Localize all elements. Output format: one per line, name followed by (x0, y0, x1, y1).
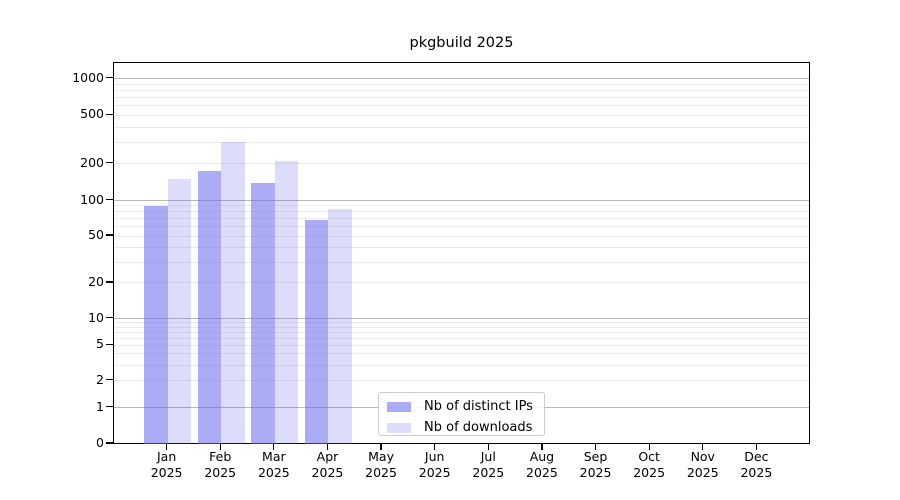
gridline (114, 141, 809, 143)
x-tick-label-dec: Dec 2025 (740, 449, 773, 480)
y-tick-mark (106, 234, 113, 236)
y-tick-label: 0 (96, 434, 104, 450)
gridline (114, 246, 809, 248)
bar-distinct-ips-jan (144, 205, 168, 444)
gridline (114, 326, 809, 328)
gridline (114, 364, 809, 366)
bar-distinct-ips-apr (304, 220, 329, 444)
x-tick-label-mar: Mar 2025 (257, 449, 290, 480)
legend-swatch-downloads (387, 422, 411, 433)
gridline (114, 380, 809, 382)
gridline (114, 261, 809, 263)
x-tick-label-oct: Oct 2025 (633, 449, 666, 480)
x-tick-label-jun: Jun 2025 (418, 449, 451, 480)
y-tick-label: 10 (88, 309, 104, 325)
y-tick-label: 5 (96, 336, 104, 352)
gridline (114, 89, 809, 91)
x-tick-label-jul: Jul 2025 (472, 449, 505, 480)
y-tick-mark (106, 343, 113, 345)
y-tick-label: 500 (80, 105, 104, 121)
gridline (114, 83, 809, 85)
x-tick-label-nov: Nov 2025 (686, 449, 719, 480)
y-tick-label: 20 (88, 273, 104, 289)
legend-item-distinct-ips: Nb of distinct IPs (387, 398, 544, 415)
gridline (114, 126, 809, 128)
gridline (114, 211, 809, 213)
y-tick-mark (106, 442, 113, 444)
x-tick-mark (648, 444, 650, 450)
y-tick-mark (106, 76, 113, 79)
gridline (114, 337, 809, 339)
legend-item-downloads: Nb of downloads (387, 419, 544, 436)
x-tick-mark (541, 444, 543, 450)
gridline (114, 344, 809, 346)
gridline (114, 205, 809, 207)
x-tick-mark (166, 444, 168, 450)
gridline (114, 318, 809, 319)
gridline (114, 226, 809, 228)
gridline (114, 353, 809, 355)
gridline (114, 331, 809, 333)
x-tick-label-sep: Sep 2025 (579, 449, 612, 480)
x-tick-mark (326, 444, 329, 450)
legend-label-downloads: Nb of downloads (424, 420, 533, 435)
gridline (114, 218, 809, 220)
chart-title: pkgbuild 2025 (409, 35, 514, 51)
x-tick-mark (380, 444, 382, 450)
x-tick-mark (594, 444, 597, 450)
gridline (114, 114, 809, 116)
y-tick-label: 1 (96, 398, 104, 414)
bar-downloads-apr (328, 208, 352, 444)
x-tick-label-aug: Aug 2025 (526, 449, 558, 480)
gridline (114, 96, 809, 98)
legend-label-distinct-ips: Nb of distinct IPs (424, 399, 533, 414)
y-tick-label: 200 (80, 154, 104, 170)
bar-distinct-ips-feb (197, 170, 222, 444)
gridline (114, 282, 809, 284)
plot-area (113, 62, 810, 444)
legend: Nb of distinct IPs Nb of downloads (378, 392, 545, 436)
x-tick-mark (273, 444, 275, 450)
y-tick-mark (106, 162, 113, 164)
x-tick-mark (702, 444, 704, 450)
gridline (114, 163, 809, 165)
y-tick-label: 50 (88, 226, 104, 242)
y-tick-mark (106, 379, 113, 381)
x-tick-label-jan: Jan 2025 (150, 449, 183, 480)
x-tick-label-apr: Apr 2025 (311, 449, 344, 480)
bar-downloads-jan (167, 179, 192, 444)
x-tick-label-may: May 2025 (365, 449, 397, 480)
gridline (114, 322, 809, 324)
legend-swatch-distinct-ips (387, 401, 411, 412)
gridline (114, 200, 809, 201)
y-tick-mark (106, 113, 113, 115)
bar-downloads-feb (221, 142, 245, 444)
x-tick-mark (219, 444, 221, 450)
gridline (114, 235, 809, 237)
y-tick-label: 2 (96, 371, 104, 387)
x-tick-label-feb: Feb 2025 (204, 449, 237, 480)
y-tick-label: 1000 (72, 69, 104, 85)
bar-distinct-ips-mar (251, 182, 275, 444)
y-tick-mark (106, 281, 113, 283)
x-tick-mark (755, 444, 757, 450)
bar-downloads-mar (274, 161, 299, 444)
y-tick-label: 100 (80, 191, 104, 207)
gridline (114, 78, 809, 79)
y-tick-mark (106, 198, 113, 201)
x-tick-mark (434, 444, 436, 450)
y-tick-mark (106, 316, 113, 319)
x-tick-mark (487, 444, 489, 450)
y-tick-mark (106, 405, 113, 408)
gridline (114, 105, 809, 107)
